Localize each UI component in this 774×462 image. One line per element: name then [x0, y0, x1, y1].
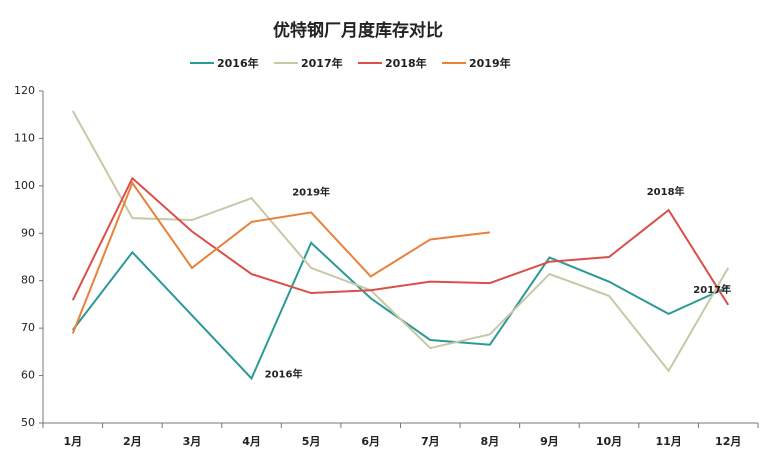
annotation: 2019年	[292, 185, 330, 198]
x-tick-label: 1月	[63, 435, 82, 448]
y-tick-label: 120	[14, 84, 35, 97]
series-line	[71, 180, 490, 334]
x-tick-label: 4月	[242, 435, 261, 448]
annotation: 2017年	[693, 283, 731, 296]
y-tick-label: 50	[21, 416, 35, 429]
x-tick-label: 6月	[361, 435, 380, 448]
x-tick-label: 9月	[540, 435, 559, 448]
legend-label: 2017年	[301, 56, 343, 70]
x-tick-label: 2月	[123, 435, 142, 448]
x-tick-label: 3月	[183, 435, 202, 448]
series-line	[71, 110, 730, 373]
y-tick-label: 110	[14, 131, 35, 144]
legend-label: 2018年	[385, 56, 427, 70]
x-tick-label: 12月	[715, 435, 741, 448]
series-line	[71, 176, 730, 306]
x-tick-label: 7月	[421, 435, 440, 448]
legend-label: 2019年	[469, 56, 511, 70]
chart-title: 优特钢厂月度库存对比	[273, 20, 443, 41]
y-tick-label: 80	[21, 274, 35, 287]
y-tick-label: 70	[21, 321, 35, 334]
x-tick-label: 5月	[302, 435, 321, 448]
x-tick-label: 11月	[655, 435, 681, 448]
x-tick-label: 10月	[596, 435, 622, 448]
y-tick-label: 60	[21, 369, 35, 382]
y-tick-label: 100	[14, 179, 35, 192]
y-tick-label: 90	[21, 226, 35, 239]
series-line	[71, 241, 729, 381]
x-tick-label: 8月	[481, 435, 500, 448]
annotation: 2018年	[647, 185, 685, 198]
legend-label: 2016年	[217, 56, 259, 70]
annotation: 2016年	[265, 367, 303, 380]
